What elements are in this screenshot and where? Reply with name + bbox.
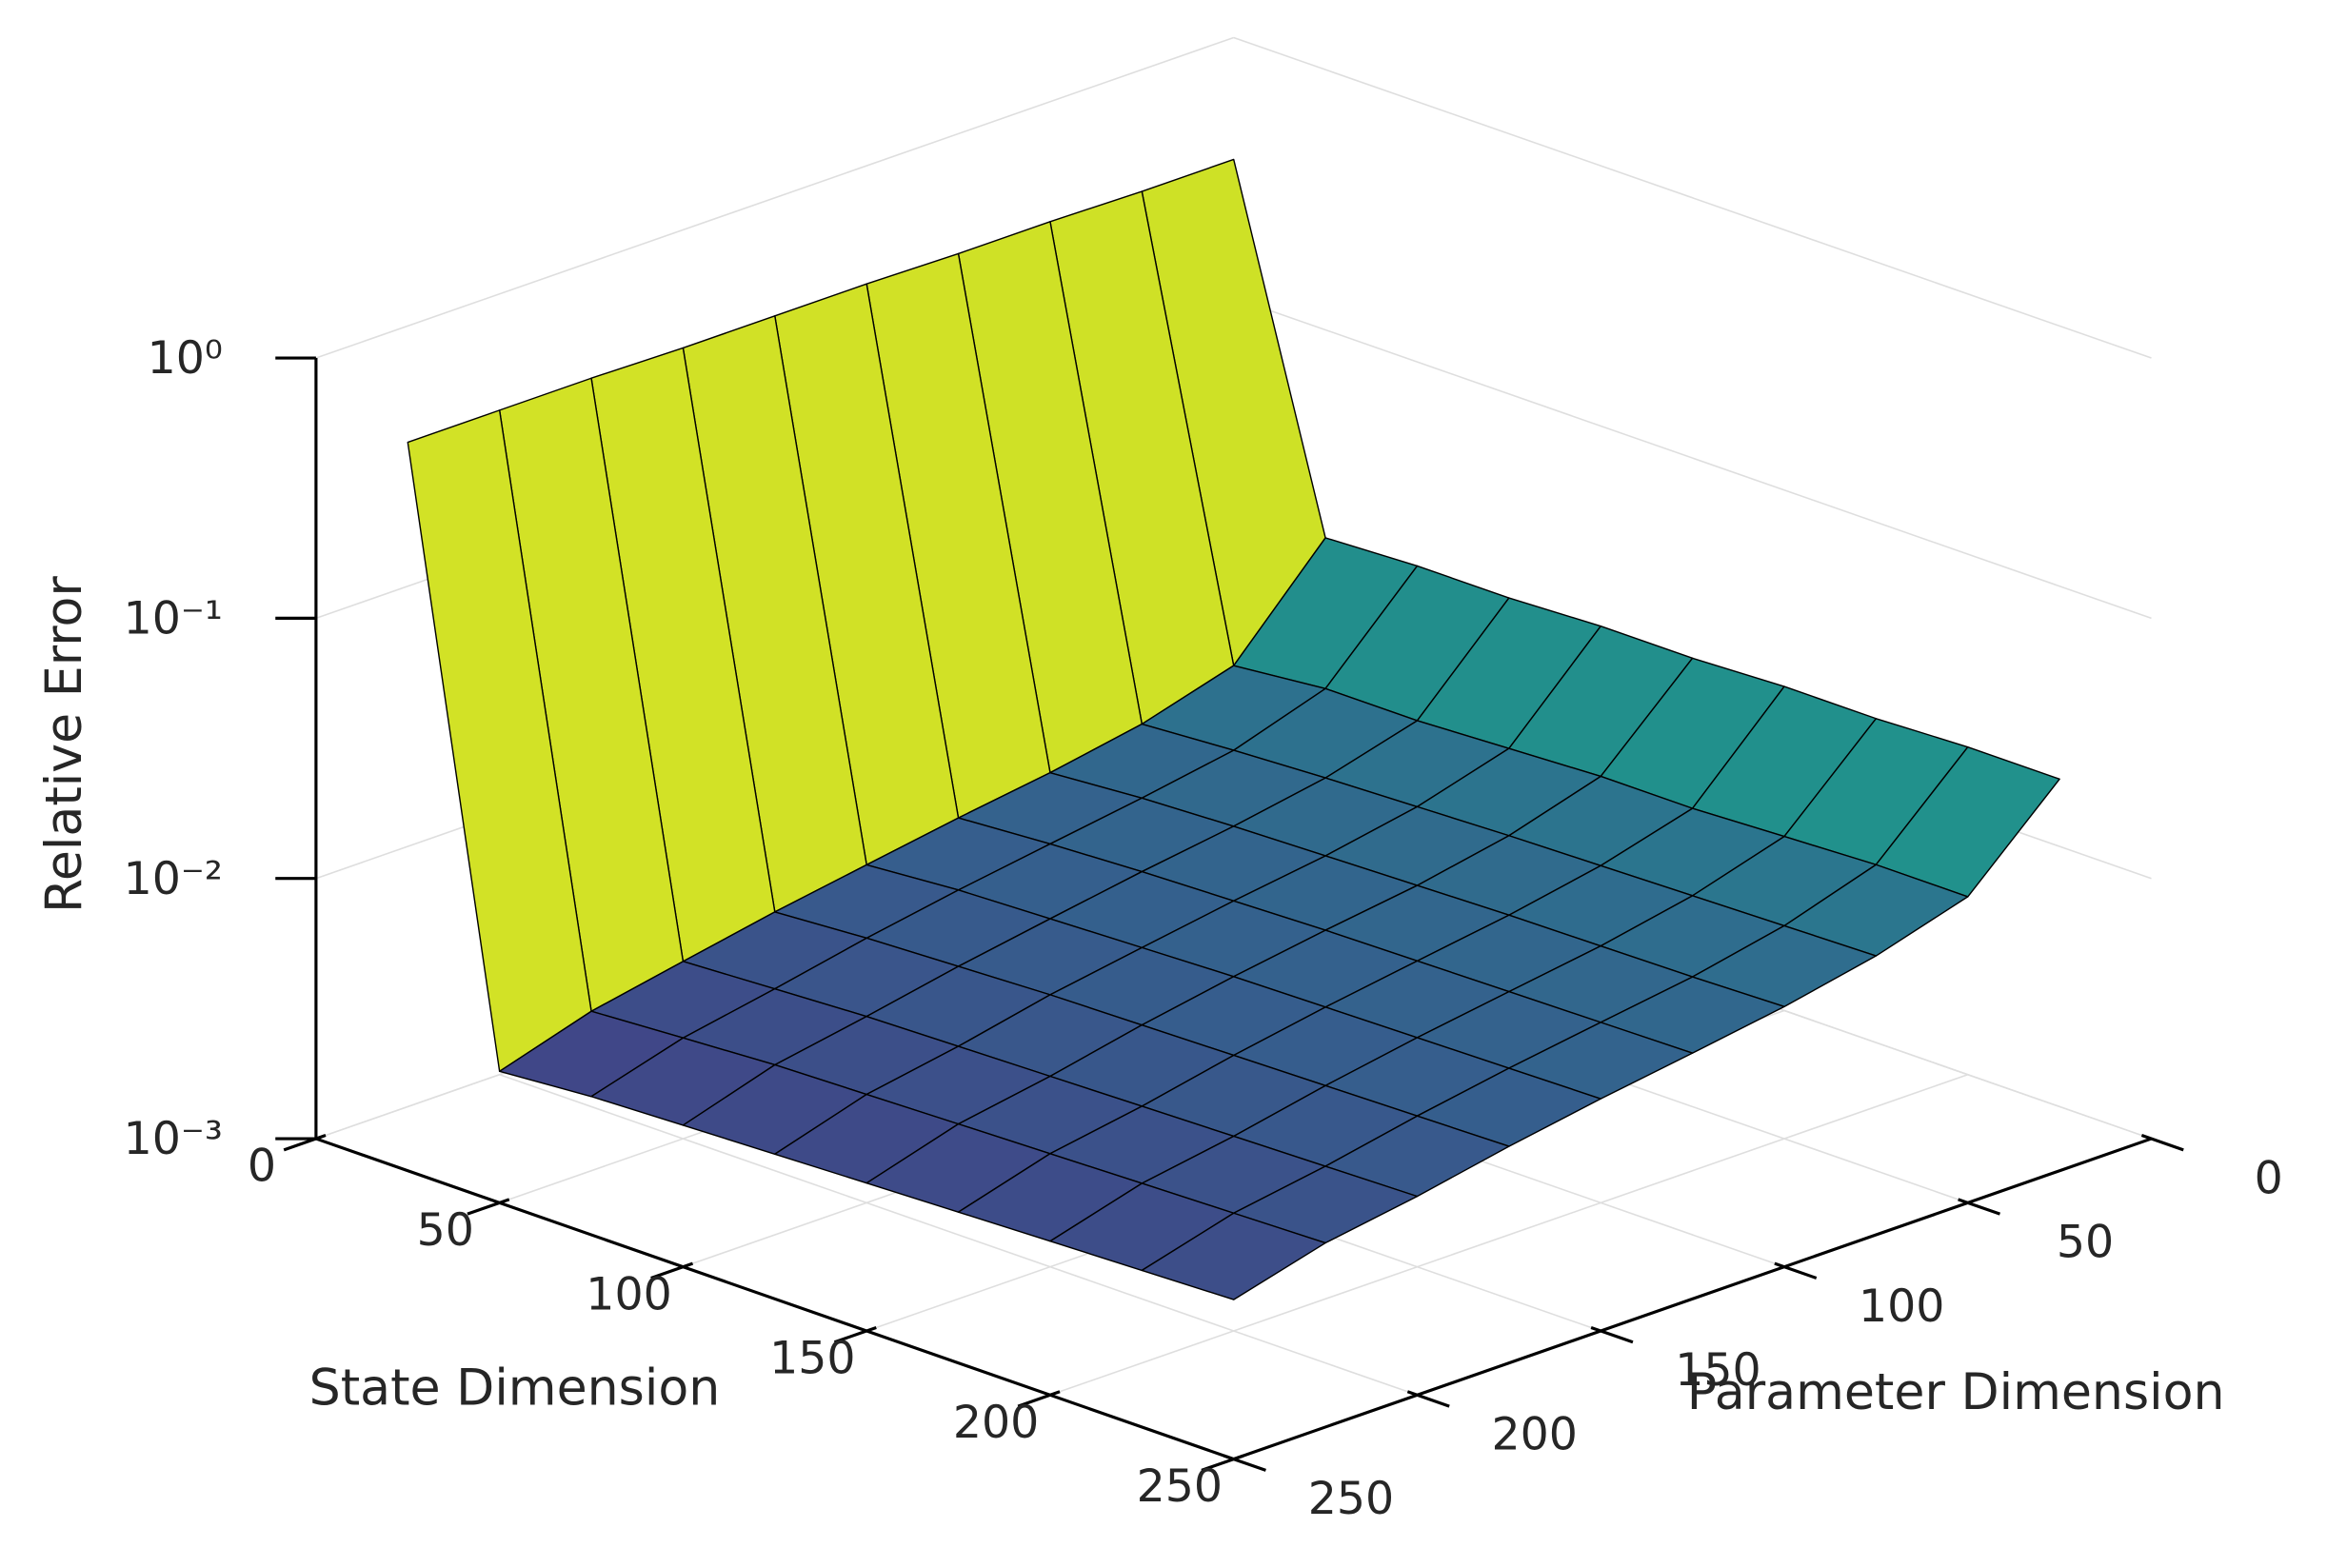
grid-line xyxy=(1233,297,2152,620)
grid-line xyxy=(315,36,1234,359)
axes: 0 50 100 150 200 250 0 50 100 150 200 250 10⁻³ 10⁻² 10… xyxy=(124,332,2283,1525)
grid-line xyxy=(1049,1074,1969,1397)
y-tick xyxy=(1774,1261,1818,1280)
x-tick xyxy=(833,1325,877,1344)
x-tick xyxy=(650,1261,694,1280)
y-tick xyxy=(1223,1454,1266,1472)
y-tick-label: 100 xyxy=(1859,1280,1944,1333)
y-axis-line xyxy=(1233,1137,2153,1461)
z-tick-label: 10⁰ xyxy=(148,332,223,385)
y-tick-label: 250 xyxy=(1308,1473,1394,1525)
y-tick xyxy=(1958,1198,2000,1216)
x-tick-label: 100 xyxy=(586,1268,671,1320)
y-tick-label: 150 xyxy=(1675,1344,1760,1397)
grid-line xyxy=(499,1074,1418,1397)
x-tick-label: 150 xyxy=(769,1333,855,1385)
x-tick xyxy=(1017,1390,1061,1408)
x-tick-label: 200 xyxy=(953,1397,1039,1449)
y-tick-label: 200 xyxy=(1491,1409,1577,1461)
grid-line xyxy=(1233,36,2152,359)
z-tick-label: 10⁻³ xyxy=(124,1113,223,1165)
x-tick-label: 250 xyxy=(1137,1460,1223,1513)
x-axis-title: State Dimension xyxy=(309,1360,721,1418)
x-tick-label: 0 xyxy=(248,1141,276,1193)
y-tick xyxy=(1590,1325,1634,1344)
x-tick-label: 50 xyxy=(417,1204,474,1257)
y-tick-label: 50 xyxy=(2057,1217,2114,1269)
y-tick xyxy=(2140,1134,2184,1152)
surface-face xyxy=(1141,1212,1326,1300)
z-tick-label: 10⁻² xyxy=(124,853,223,905)
y-tick-label: 0 xyxy=(2255,1152,2283,1204)
z-axis-title: Relative Error xyxy=(36,576,93,913)
surface xyxy=(407,158,2060,1300)
x-tick xyxy=(467,1198,510,1216)
y-tick xyxy=(1406,1390,1450,1408)
z-tick-label: 10⁻¹ xyxy=(124,593,223,645)
x-tick xyxy=(283,1134,327,1152)
x-axis-line xyxy=(315,1137,1235,1461)
y-axis-title: Parameter Dimension xyxy=(1687,1364,2225,1421)
